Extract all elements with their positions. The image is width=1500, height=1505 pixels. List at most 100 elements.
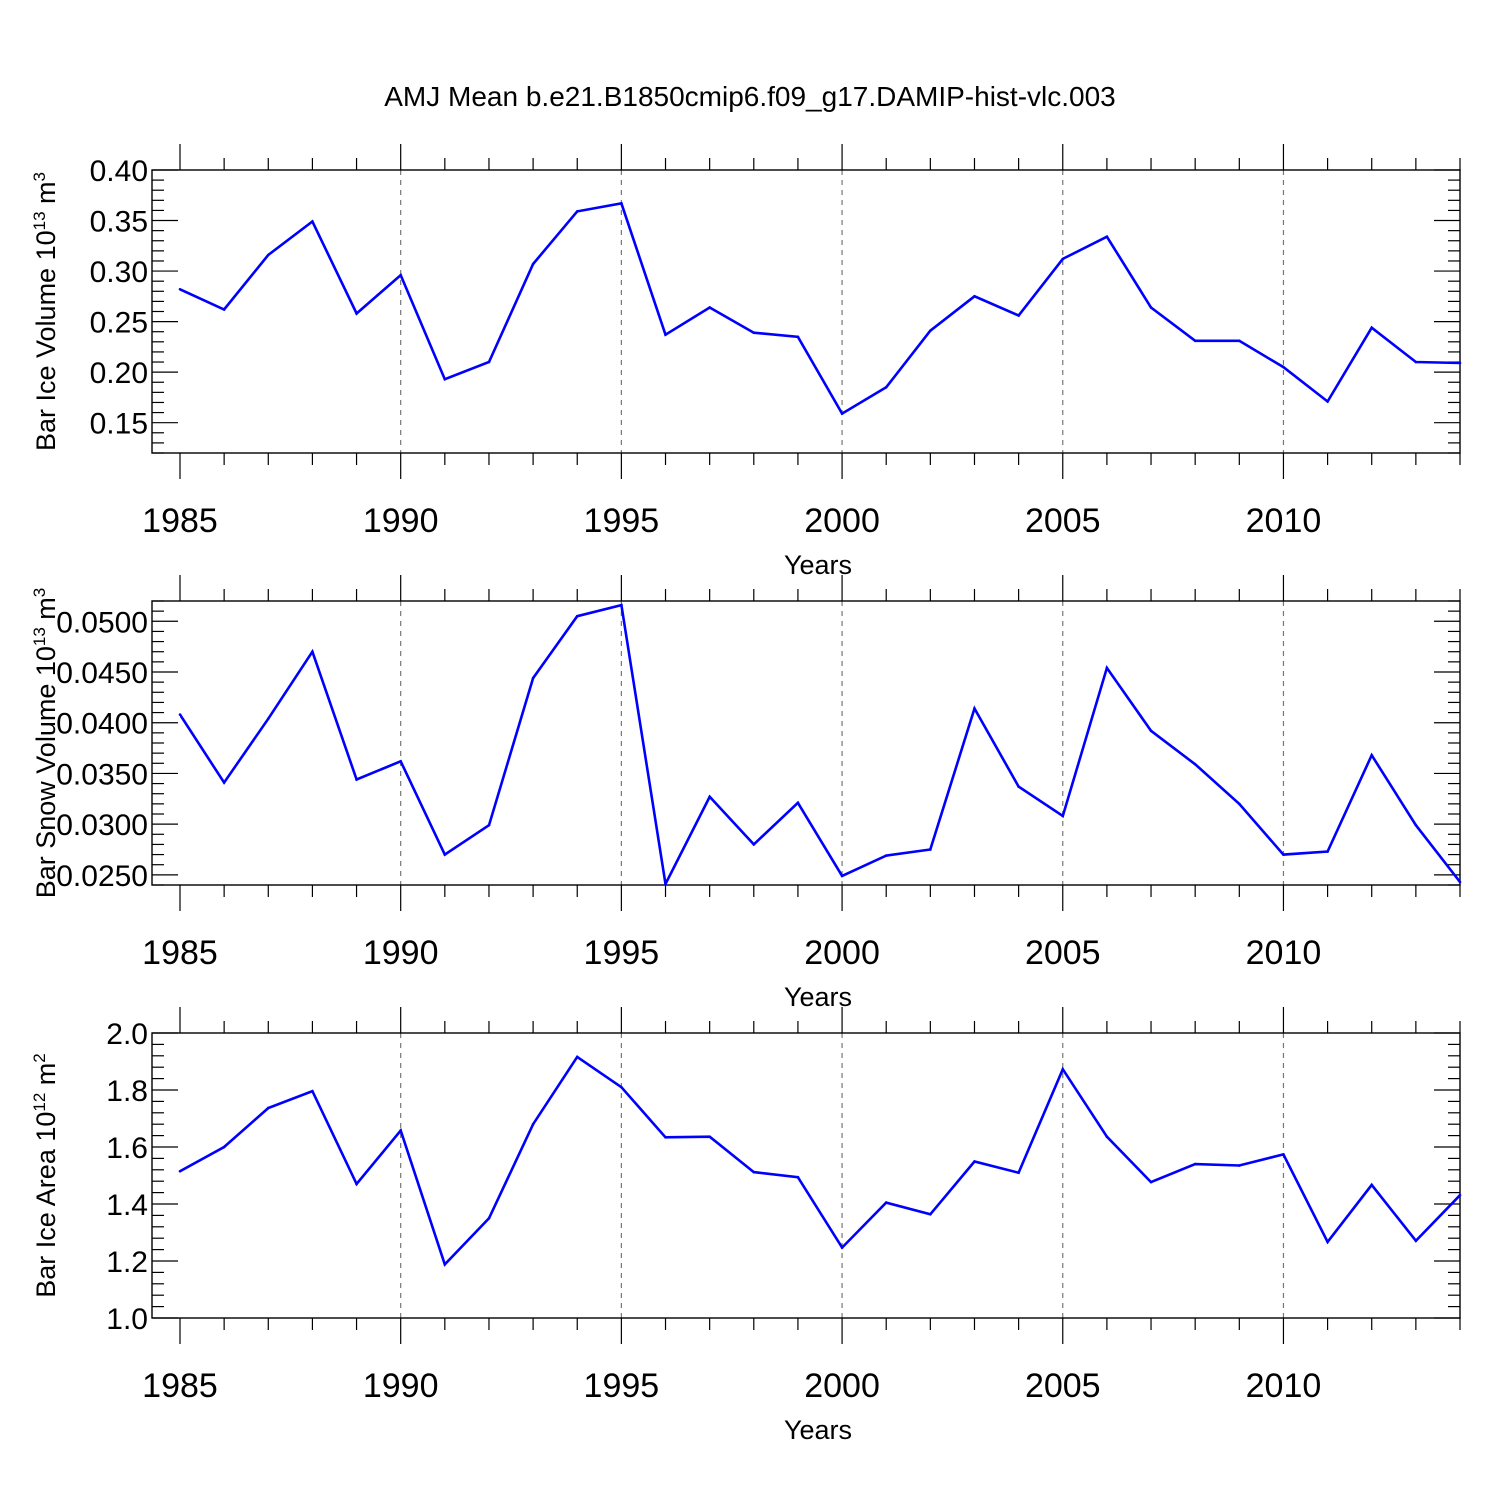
y-tick-label: 0.15 [90,408,148,441]
y-tick-label: 1.6 [106,1132,148,1165]
data-point [664,1136,667,1139]
data-point [1105,666,1109,670]
data-point [1282,1153,1285,1156]
y-tick-label: 2.0 [106,1018,148,1051]
data-point [222,1145,226,1149]
data-point [355,778,358,781]
data-point [487,360,491,364]
plot-frame [151,169,1461,454]
data-point [929,1212,932,1216]
data-point [796,801,800,805]
data-point [531,676,535,680]
data-point [1017,1171,1020,1174]
data-point [443,853,447,856]
data-point [752,331,756,335]
data-point [222,308,226,311]
data-point [1414,1239,1418,1243]
x-tick-label: 2005 [1025,934,1101,972]
x-tick-label: 1985 [142,502,218,540]
data-point [1370,753,1374,757]
data-point [531,1122,535,1126]
data-point [840,412,844,415]
y-tick-label: 0.35 [90,206,148,239]
data-point [1193,1162,1197,1166]
data-point [929,329,932,333]
data-point [355,312,358,315]
data-point [355,1182,358,1186]
data-point [311,220,314,223]
data-point [752,843,756,846]
data-point [1149,306,1153,309]
y-tick-label: 0.0250 [56,860,148,893]
data-point [575,210,579,213]
data-point [487,823,491,827]
x-axis-title: Years [784,550,852,580]
data-point [708,795,711,799]
x-tick-label: 2010 [1246,934,1322,972]
panel-1: 1985 1990 1995 2000 2005 2010 0.15 0.20 0.25 0.30… [30,144,1462,580]
data-point [1238,802,1241,806]
y-tick-label: 0.0500 [56,606,148,639]
data-point [1105,1135,1109,1139]
data-point [1326,1240,1329,1244]
y-tick-label: 1.8 [106,1075,148,1108]
data-point [178,1169,182,1173]
data-point [266,1106,270,1110]
y-axis-title: Bar Snow Volume 1013 m3 [30,588,61,899]
data-point [1326,850,1329,853]
y-axis-title: Bar Ice Area 1012 m2 [30,1053,61,1298]
data-point [752,1170,756,1174]
data-point [222,781,226,784]
x-tick-label: 1985 [142,1367,218,1405]
data-point [708,1135,711,1139]
data-point [973,295,976,298]
data-point [884,854,888,857]
y-tick-label: 0.40 [90,155,148,188]
data-point [884,1201,888,1204]
data-point [1061,814,1065,818]
data-point [178,713,182,716]
data-point [1282,365,1285,369]
data-point [399,759,402,763]
data-point [620,202,623,205]
plot-frame [151,600,1461,886]
x-tick-label: 1990 [363,934,439,972]
data-point [884,386,888,389]
data-point [311,1089,314,1093]
data-point [575,614,579,618]
data-point [973,707,976,710]
y-tick-label: 0.0350 [56,758,148,791]
series-line [180,1055,1460,1267]
data-point [399,1129,402,1132]
x-tick-label: 2010 [1246,502,1322,540]
x-tick-label: 1995 [584,934,660,972]
data-point [1370,1183,1374,1187]
data-point [1149,1180,1153,1184]
x-tick-label: 2005 [1025,502,1101,540]
x-tick-label: 1995 [584,1367,660,1405]
data-point [1193,763,1197,766]
data-point [443,1263,447,1266]
data-point [266,717,270,720]
y-tick-label: 1.0 [106,1303,148,1336]
data-point [1414,823,1418,827]
data-point [796,1175,800,1179]
data-point [1370,326,1374,329]
data-point [1061,1067,1065,1071]
x-tick-label: 2000 [804,1367,880,1405]
data-point [1326,400,1329,403]
plot-frame [151,1032,1461,1319]
x-tick-label: 2005 [1025,1367,1101,1405]
data-point [664,333,667,337]
x-tick-label: 2010 [1246,1367,1322,1405]
data-point [1193,339,1197,343]
data-point [1458,1193,1462,1197]
series-line [180,603,1460,885]
y-tick-label: 0.0400 [56,708,148,741]
x-axis-title: Years [784,982,852,1012]
data-point [1017,314,1020,317]
data-point [399,273,402,277]
data-point [531,262,535,266]
data-point [664,882,667,886]
data-point [708,306,711,309]
